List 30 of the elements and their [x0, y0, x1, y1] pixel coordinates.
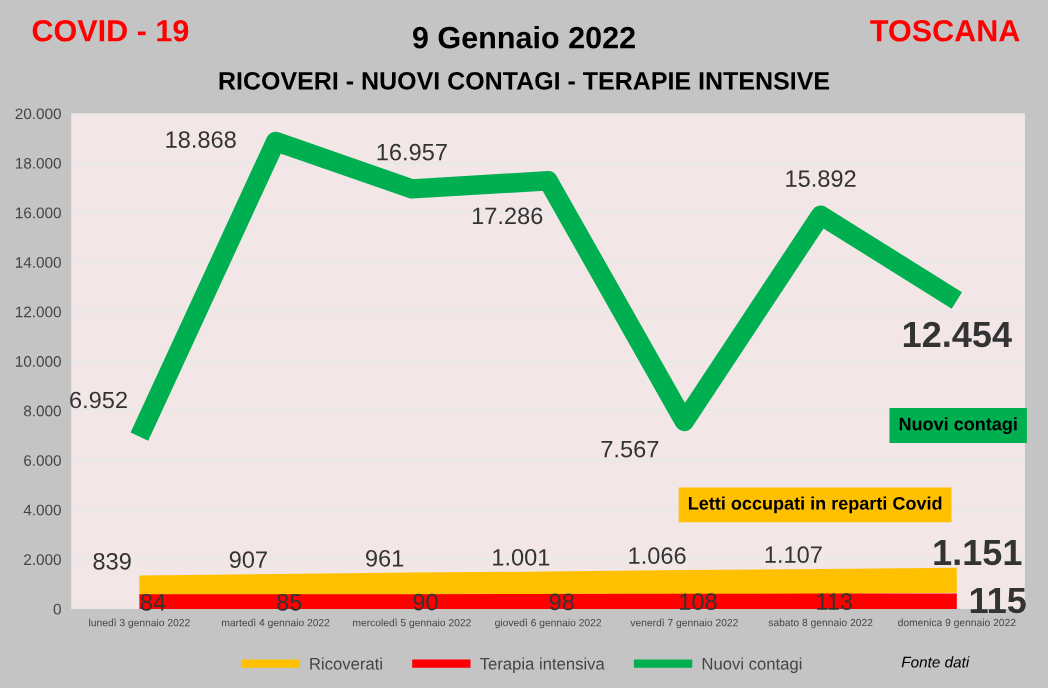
chart-title: 9 Gennaio 2022 — [412, 26, 635, 49]
legend-label: Ricoverati — [310, 657, 382, 670]
data-label: 113 — [817, 593, 852, 610]
data-label: 1.066 — [629, 547, 686, 565]
data-label: 84 — [140, 593, 166, 611]
data-label: 961 — [366, 549, 404, 567]
data-label: 1.001 — [493, 548, 550, 566]
data-label: 85 — [277, 593, 302, 611]
data-label: 18.868 — [166, 131, 236, 148]
annotation: Nuovi contagi — [899, 417, 1017, 435]
annotation: Letti occupati in reparti Covid — [688, 496, 942, 514]
data-label: 15.892 — [786, 170, 856, 187]
data-label: 108 — [680, 593, 717, 611]
data-label: 16.957 — [377, 143, 447, 161]
data-label: 7.567 — [601, 440, 659, 458]
chart-subtitle: RICOVERI - NUOVI CONTAGI - TERAPIE INTENSIVE — [219, 71, 830, 90]
text: TOSCANA — [870, 19, 1020, 42]
data-label: 17.286 — [472, 207, 543, 225]
data-label: 115 — [970, 588, 1026, 614]
data-label: 98 — [549, 593, 574, 611]
data-label: 1.151 — [934, 540, 1022, 566]
data-label: 12.454 — [903, 321, 1012, 348]
data-label: 90 — [413, 593, 438, 611]
data-label: 839 — [93, 552, 131, 570]
data-label: 907 — [229, 551, 267, 568]
legend-label: Terapia intensiva — [480, 657, 605, 673]
legend-label: Nuovi contagi — [702, 657, 802, 673]
data-label: 6.952 — [70, 391, 127, 409]
text: COVID - 19 — [32, 19, 189, 42]
data-label: 1.107 — [765, 546, 822, 564]
